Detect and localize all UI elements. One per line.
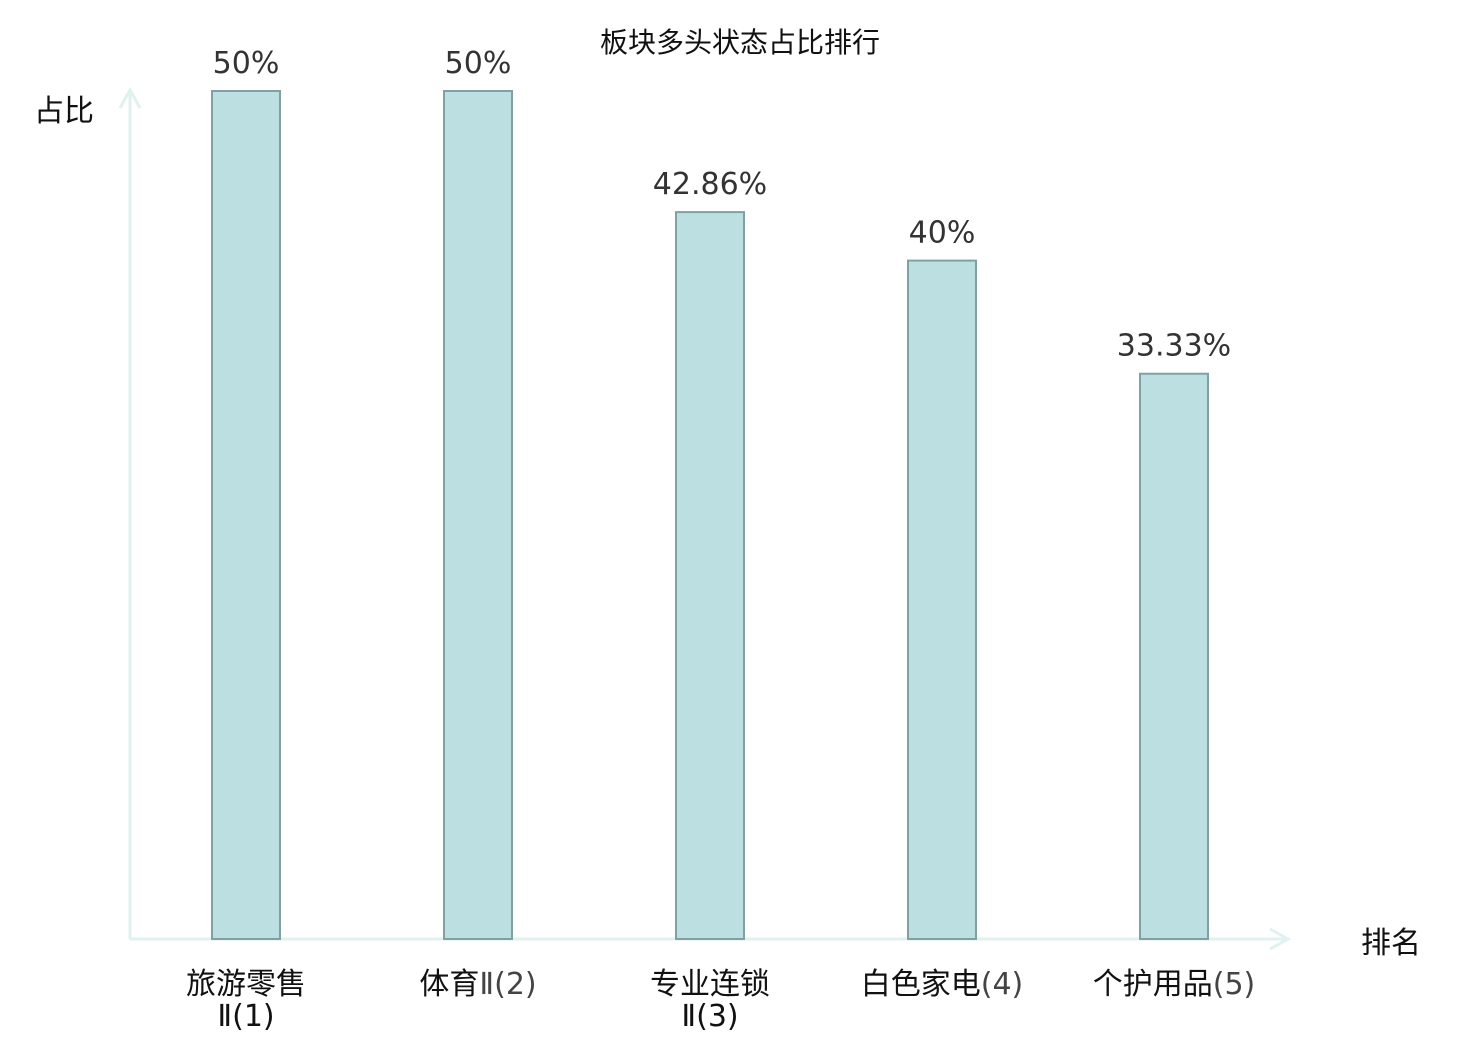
category-name: 个护用品 xyxy=(1093,967,1213,1002)
value-label: 42.86% xyxy=(653,167,767,202)
category-label: 体育Ⅱ(2) xyxy=(419,967,536,1002)
category-name: 白色家电 xyxy=(861,967,981,1002)
bar xyxy=(907,259,977,941)
category-suffix: Ⅱ(1) xyxy=(217,999,274,1034)
y-axis-arrow xyxy=(118,86,142,109)
category-label: 白色家电(4) xyxy=(861,967,1024,1002)
category-suffix: Ⅱ(3) xyxy=(681,999,738,1034)
value-label: 33.33% xyxy=(1117,329,1231,364)
category-name: 体育 xyxy=(419,967,479,1002)
category-label: 专业连锁 xyxy=(650,967,770,1002)
value-label: 40% xyxy=(909,216,976,251)
x-axis-label: 排名 xyxy=(1361,926,1421,961)
category-suffix: (5) xyxy=(1213,967,1256,1002)
value-labels: 50% 50% 42.86% 40% 33.33% xyxy=(213,46,1232,364)
category-suffix: Ⅱ(2) xyxy=(479,967,536,1002)
bars xyxy=(211,90,1209,941)
category-label: 旅游零售 xyxy=(186,967,306,1002)
bar xyxy=(211,90,281,940)
bar xyxy=(443,90,513,940)
chart-title: 板块多头状态占比排行 xyxy=(600,26,880,59)
category-suffix: (4) xyxy=(981,967,1024,1002)
x-axis-arrow xyxy=(1269,927,1292,951)
value-label: 50% xyxy=(445,46,512,81)
category-label: 个护用品(5) xyxy=(1093,967,1256,1002)
y-axis-label: 占比 xyxy=(34,94,94,129)
bar xyxy=(675,211,745,940)
value-label: 50% xyxy=(213,46,280,81)
bar xyxy=(1139,372,1209,940)
